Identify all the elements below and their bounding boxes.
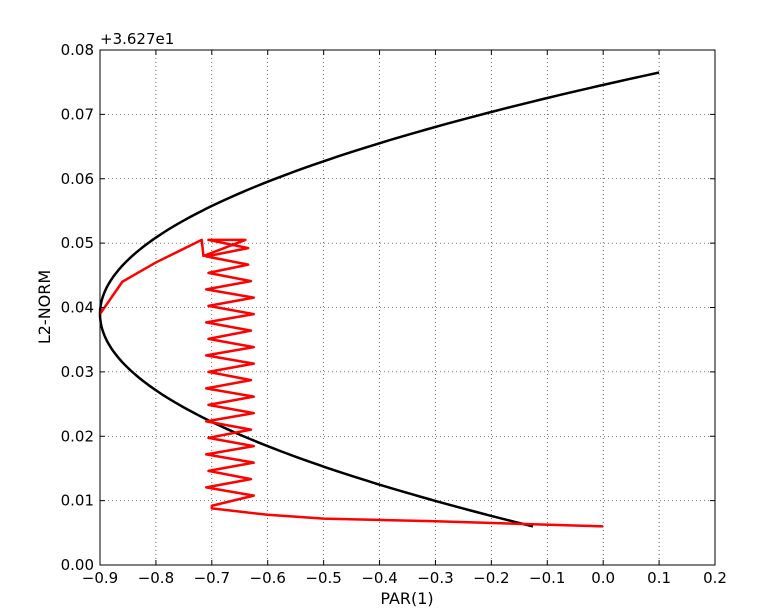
x-tick-label: −0.1 <box>529 569 565 587</box>
series-line-black <box>98 71 660 528</box>
y-tick-label: 0.04 <box>61 299 94 317</box>
x-axis-label: PAR(1) <box>380 589 433 608</box>
x-tick-label: −0.2 <box>473 569 509 587</box>
grid <box>100 50 715 565</box>
x-tick-label: −0.6 <box>250 569 286 587</box>
y-tick-label: 0.05 <box>61 234 94 252</box>
series-line-red <box>98 238 604 528</box>
y-tick-label: 0.07 <box>61 105 94 123</box>
y-tick-label: 0.06 <box>61 170 94 188</box>
x-tick-label: −0.4 <box>361 569 397 587</box>
y-tick-label: 0.03 <box>61 363 94 381</box>
x-tick-label: −0.7 <box>194 569 230 587</box>
x-tick-label: 0.2 <box>703 569 727 587</box>
y-tick-label: 0.02 <box>61 427 94 445</box>
x-tick-label: 0.1 <box>647 569 671 587</box>
series-layer <box>98 71 660 528</box>
y-tick-label: 0.08 <box>61 41 94 59</box>
x-tick-label: 0.0 <box>591 569 615 587</box>
x-tick-label: −0.8 <box>138 569 174 587</box>
x-tick-label: −0.3 <box>417 569 453 587</box>
x-tick-label: −0.5 <box>305 569 341 587</box>
y-offset-label: +3.627e1 <box>100 30 174 48</box>
ticks: −0.9 −0.8 −0.7 −0.6 −0.5 −0.4 −0.3 −0.2 −0.1 0.0 0… <box>61 41 727 587</box>
y-tick-label: 0.00 <box>61 556 94 574</box>
x-tick-label: −0.9 <box>82 569 118 587</box>
y-tick-label: 0.01 <box>61 492 94 510</box>
y-axis-label: L2-NORM <box>35 270 54 344</box>
